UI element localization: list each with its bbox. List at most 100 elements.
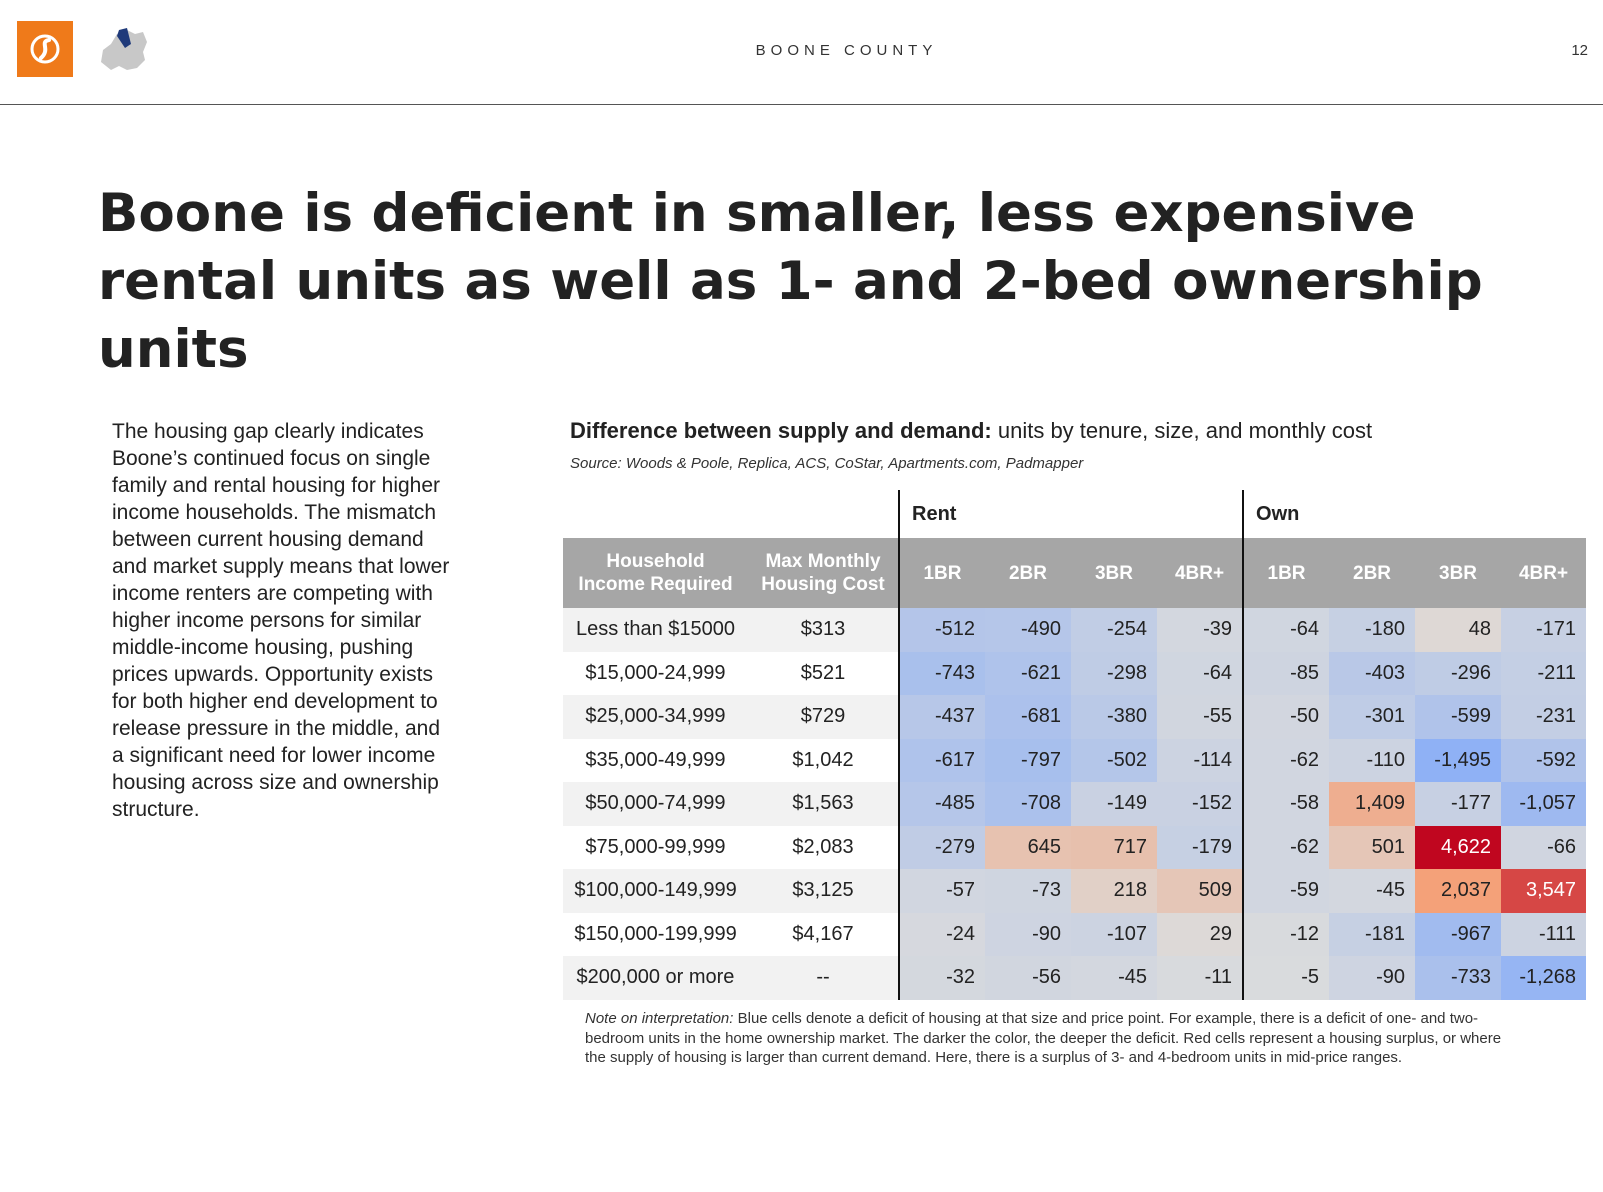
note-label: Note on interpretation: (585, 1010, 734, 1027)
value-cell: -64 (1157, 651, 1244, 695)
value-cell: -181 (1329, 912, 1416, 956)
value-cell: -5 (1242, 956, 1330, 1000)
value-cell: 4,622 (1415, 825, 1502, 869)
income-cell: Less than $15000 (563, 608, 748, 652)
note-text: Blue cells denote a deficit of housing a… (585, 1010, 1502, 1066)
value-cell: -301 (1329, 695, 1416, 739)
value-cell: -403 (1329, 651, 1416, 695)
chart-title: Difference between supply and demand: un… (570, 418, 1372, 444)
cost-cell: $3,125 (748, 869, 899, 913)
col-header-cost: Max Monthly Housing Cost (748, 538, 899, 608)
value-cell: -32 (898, 956, 985, 1000)
value-cell: -298 (1071, 651, 1157, 695)
swirl-logo-icon (30, 34, 60, 64)
value-cell: -12 (1242, 912, 1330, 956)
value-cell: -50 (1242, 695, 1330, 739)
cost-cell: $729 (748, 695, 899, 739)
value-cell: 645 (985, 825, 1071, 869)
value-cell: -11 (1157, 956, 1244, 1000)
value-cell: -797 (985, 738, 1071, 782)
value-cell: 717 (1071, 825, 1157, 869)
income-cell: $50,000-74,999 (563, 782, 748, 826)
value-cell: -743 (898, 651, 985, 695)
value-cell: -512 (898, 608, 985, 652)
value-cell: -617 (898, 738, 985, 782)
group-spacer (563, 490, 899, 538)
value-cell: -485 (898, 782, 985, 826)
value-cell: 1,409 (1329, 782, 1416, 826)
value-cell: -57 (898, 869, 985, 913)
value-cell: -90 (985, 912, 1071, 956)
value-cell: -231 (1501, 695, 1587, 739)
value-cell: -39 (1157, 608, 1244, 652)
value-cell: -58 (1242, 782, 1330, 826)
value-cell: -592 (1501, 738, 1587, 782)
value-cell: -45 (1071, 956, 1157, 1000)
table-row: $150,000-199,999 $4,167 -24 -90 -107 29 -12 -18… (563, 912, 1587, 956)
value-cell: 218 (1071, 869, 1157, 913)
group-own: Own (1242, 490, 1587, 538)
value-cell: -599 (1415, 695, 1502, 739)
page-title: Boone is deficient in smaller, less expe… (98, 183, 1483, 380)
value-cell: -296 (1415, 651, 1502, 695)
table-row: $75,000-99,999 $2,083 -279 645 717 -179 -62 501… (563, 825, 1587, 869)
value-cell: -62 (1242, 738, 1330, 782)
income-cell: $15,000-24,999 (563, 651, 748, 695)
logo (17, 21, 73, 77)
value-cell: -55 (1157, 695, 1244, 739)
value-cell: -73 (985, 869, 1071, 913)
section-title: BOONE COUNTY (755, 42, 938, 59)
cost-cell: $2,083 (748, 825, 899, 869)
value-cell: -90 (1329, 956, 1416, 1000)
cost-cell: $1,563 (748, 782, 899, 826)
value-cell: 48 (1415, 608, 1502, 652)
value-cell: -967 (1415, 912, 1502, 956)
value-cell: 501 (1329, 825, 1416, 869)
table-row: $200,000 or more -- -32 -56 -45 -11 -5 -90 -733-… (563, 956, 1587, 1000)
col-header-own-1br: 1BR (1242, 538, 1330, 608)
value-cell: -708 (985, 782, 1071, 826)
housing-gap-table: Rent Own Household Income Required Max Mo… (563, 490, 1587, 1000)
value-cell: -152 (1157, 782, 1244, 826)
income-cell: $25,000-34,999 (563, 695, 748, 739)
value-cell: -1,495 (1415, 738, 1502, 782)
col-header-rent-1br: 1BR (898, 538, 985, 608)
value-cell: 3,547 (1501, 869, 1587, 913)
cost-cell: $521 (748, 651, 899, 695)
value-cell: -177 (1415, 782, 1502, 826)
value-cell: -62 (1242, 825, 1330, 869)
value-cell: -171 (1501, 608, 1587, 652)
cost-cell: $1,042 (748, 738, 899, 782)
col-header-own-4br: 4BR+ (1501, 538, 1587, 608)
value-cell: -279 (898, 825, 985, 869)
col-header-rent-4br: 4BR+ (1157, 538, 1244, 608)
table-row: $25,000-34,999 $729 -437 -681 -380 -55 -50 -301… (563, 695, 1587, 739)
value-cell: 509 (1157, 869, 1244, 913)
body-paragraph: The housing gap clearly indicates Boone’… (112, 420, 450, 821)
value-cell: -56 (985, 956, 1071, 1000)
chart-title-bold: Difference between supply and demand: (570, 418, 992, 443)
col-header-own-2br: 2BR (1329, 538, 1416, 608)
value-cell: -66 (1501, 825, 1587, 869)
col-header-rent-3br: 3BR (1071, 538, 1157, 608)
value-cell: -110 (1329, 738, 1416, 782)
value-cell: -1,268 (1501, 956, 1587, 1000)
value-cell: -107 (1071, 912, 1157, 956)
income-cell: $150,000-199,999 (563, 912, 748, 956)
col-header-own-3br: 3BR (1415, 538, 1502, 608)
value-cell: -733 (1415, 956, 1502, 1000)
group-rent: Rent (897, 490, 1244, 538)
col-header-rent-2br: 2BR (985, 538, 1071, 608)
cost-cell: $4,167 (748, 912, 899, 956)
value-cell: -681 (985, 695, 1071, 739)
value-cell: -149 (1071, 782, 1157, 826)
value-cell: -85 (1242, 651, 1330, 695)
value-cell: -211 (1501, 651, 1587, 695)
header-divider (0, 104, 1603, 105)
table-row: $100,000-149,999 $3,125 -57 -73 218 509 -59 -45… (563, 869, 1587, 913)
interpretation-note: Note on interpretation: Blue cells denot… (585, 1009, 1525, 1068)
income-cell: $35,000-49,999 (563, 738, 748, 782)
income-cell: $75,000-99,999 (563, 825, 748, 869)
table-row: $50,000-74,999 $1,563 -485 -708 -149 -152 -58 1… (563, 782, 1587, 826)
col-header-income: Household Income Required (563, 538, 748, 608)
